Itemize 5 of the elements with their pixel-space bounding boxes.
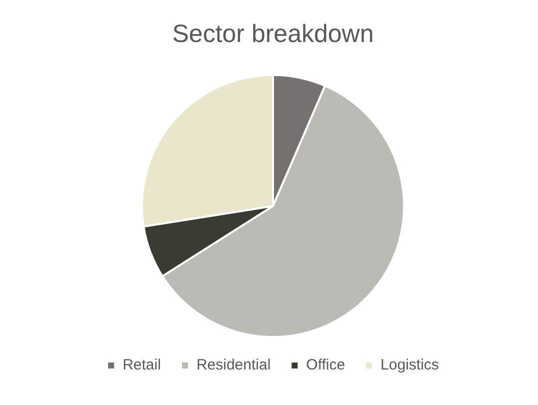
legend-label: Office [306,356,346,374]
legend-label: Residential [196,356,271,374]
legend-label: Retail [122,356,161,374]
legend-label: Logistics [380,356,439,374]
chart-title: Sector breakdown [172,20,374,48]
